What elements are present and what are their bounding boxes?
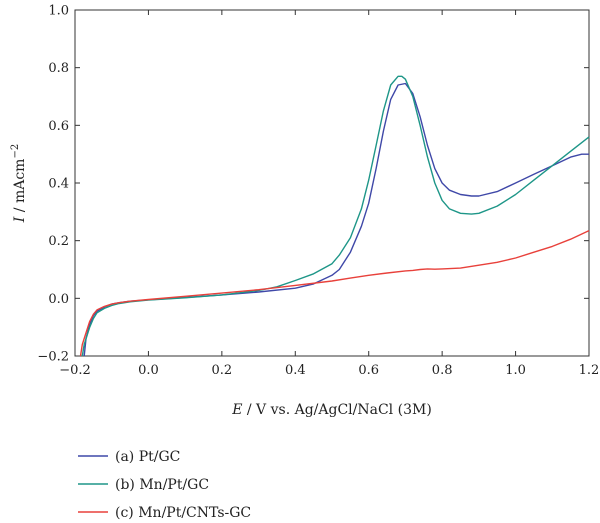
x-tick-label: 0.2 (212, 363, 233, 378)
legend: (a) Pt/GC (b) Mn/Pt/GC (c) Mn/Pt/CNTs-GC (78, 449, 251, 521)
legend-label: (c) Mn/Pt/CNTs-GC (115, 505, 251, 521)
legend-label: (a) Pt/GC (115, 449, 180, 465)
y-axis-label: I / mAcm−2 (10, 144, 28, 223)
y-tick-label: 1.0 (48, 4, 69, 19)
x-tick-label: −0.2 (59, 363, 91, 378)
x-axis-label: E / V vs. Ag/AgCl/NaCl (3M) (231, 402, 432, 418)
x-tick-label: 0.6 (358, 363, 379, 378)
y-tick-label: −0.2 (37, 350, 69, 365)
y-tick-label: 0.8 (48, 61, 69, 76)
y-tick-label: 0.2 (48, 234, 69, 249)
series-line-a-pt-gc (83, 82, 589, 357)
x-tick-label: 0.8 (432, 363, 453, 378)
x-tick-label: 0.4 (285, 363, 306, 378)
x-tick-label: 1.0 (505, 363, 526, 378)
series-line-c-mn-pt-cnts-gc (79, 229, 590, 357)
y-tick-label: 0.0 (48, 292, 69, 307)
plot-frame (74, 9, 590, 357)
y-tick-label: 0.6 (48, 119, 69, 134)
x-tick-label: 1.2 (579, 363, 600, 378)
y-tick-label: 0.4 (48, 177, 69, 192)
legend-label: (b) Mn/Pt/GC (115, 477, 209, 493)
series-line-b-mn-pt-gc (81, 75, 590, 357)
data-series (79, 75, 590, 357)
y-axis-ticks: −0.2 0.0 0.2 0.4 0.6 0.8 1.0 (37, 4, 589, 365)
x-axis-ticks: −0.2 0.0 0.2 0.4 0.6 0.8 1.0 1.2 (59, 10, 599, 378)
x-tick-label: 0.0 (138, 363, 159, 378)
